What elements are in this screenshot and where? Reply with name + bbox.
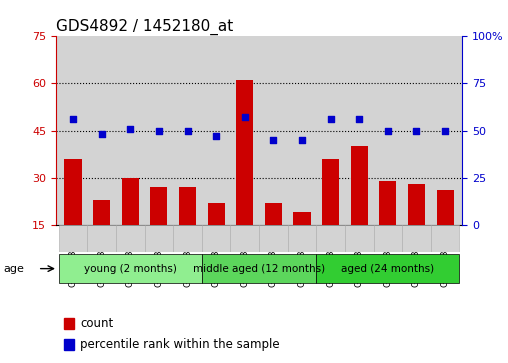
Bar: [379, 181, 396, 225]
Bar: [87, 225, 116, 252]
Point: [69, 117, 77, 122]
Bar: [93, 200, 110, 225]
Bar: [288, 225, 316, 252]
Bar: [431, 225, 459, 252]
Text: young (2 months): young (2 months): [84, 264, 177, 274]
Point: [98, 131, 106, 137]
Point: [412, 128, 421, 134]
Bar: [173, 225, 202, 252]
Text: age: age: [3, 264, 24, 274]
Bar: [179, 187, 196, 225]
Bar: [316, 254, 459, 283]
Point: [384, 128, 392, 134]
Text: middle aged (12 months): middle aged (12 months): [193, 264, 325, 274]
Bar: [351, 146, 368, 225]
Bar: [294, 212, 310, 225]
Bar: [59, 254, 202, 283]
Bar: [208, 203, 225, 225]
Text: percentile rank within the sample: percentile rank within the sample: [80, 338, 280, 351]
Point: [183, 128, 192, 134]
Bar: [373, 225, 402, 252]
Text: count: count: [80, 317, 113, 330]
Point: [441, 128, 449, 134]
Bar: [402, 225, 431, 252]
Bar: [236, 80, 253, 225]
Bar: [202, 225, 231, 252]
Bar: [265, 203, 282, 225]
Point: [327, 117, 335, 122]
Bar: [322, 159, 339, 225]
Text: GDS4892 / 1452180_at: GDS4892 / 1452180_at: [56, 19, 233, 35]
Bar: [64, 318, 74, 329]
Point: [298, 137, 306, 143]
Bar: [122, 178, 139, 225]
Bar: [408, 184, 425, 225]
Point: [212, 134, 220, 139]
Bar: [345, 225, 373, 252]
Point: [269, 137, 277, 143]
Bar: [150, 187, 168, 225]
Point: [155, 128, 163, 134]
Point: [355, 117, 363, 122]
Bar: [145, 225, 173, 252]
Bar: [231, 225, 259, 252]
Point: [241, 115, 249, 121]
Bar: [202, 254, 316, 283]
Bar: [259, 225, 288, 252]
Bar: [116, 225, 145, 252]
Bar: [65, 159, 82, 225]
Point: [126, 126, 134, 132]
Text: aged (24 months): aged (24 months): [341, 264, 434, 274]
Bar: [436, 191, 454, 225]
Bar: [316, 225, 345, 252]
Bar: [59, 225, 87, 252]
Bar: [64, 339, 74, 350]
